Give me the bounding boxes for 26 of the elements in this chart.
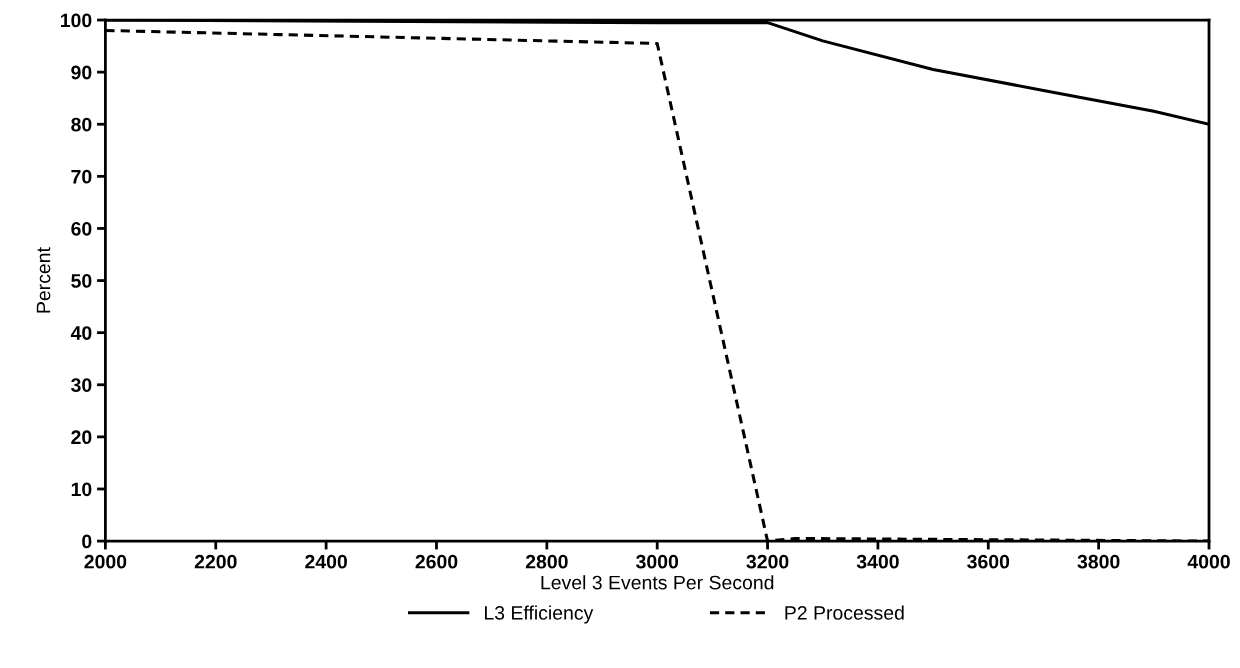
y-tick-label: 100 xyxy=(60,13,92,28)
y-tick-label: 30 xyxy=(71,378,92,393)
y-tick-label: 10 xyxy=(71,482,92,497)
x-tick-label: 2400 xyxy=(305,554,347,569)
x-tick-label: 2200 xyxy=(194,554,237,569)
x-tick-label: 3000 xyxy=(636,554,679,569)
legend-label: L3 Efficiency xyxy=(484,605,594,624)
x-tick-label: 3600 xyxy=(967,554,1010,569)
x-tick-label: 2800 xyxy=(525,554,568,569)
x-tick-label: 4000 xyxy=(1187,554,1230,569)
y-tick-label: 40 xyxy=(70,326,92,340)
y-tick-label: 60 xyxy=(71,221,92,236)
y-tick-label: 50 xyxy=(71,274,92,288)
legend-label: P2 Processed xyxy=(785,605,904,620)
y-tick-label: 20 xyxy=(71,430,92,445)
y-tick-label: 90 xyxy=(71,65,92,80)
x-tick-label: 2000 xyxy=(84,554,127,569)
x-tick-label: 3800 xyxy=(1077,554,1120,569)
y-axis-title: Percent xyxy=(36,247,51,313)
x-axis-title: Level 3 Events Per Second xyxy=(541,575,774,590)
y-tick-label: 70 xyxy=(71,169,92,184)
y-tick-label: 0 xyxy=(82,534,92,549)
y-tick-label: 80 xyxy=(71,117,92,132)
x-tick-label: 2600 xyxy=(415,554,458,569)
x-tick-label: 3200 xyxy=(746,554,789,569)
x-tick-label: 3400 xyxy=(856,554,899,569)
